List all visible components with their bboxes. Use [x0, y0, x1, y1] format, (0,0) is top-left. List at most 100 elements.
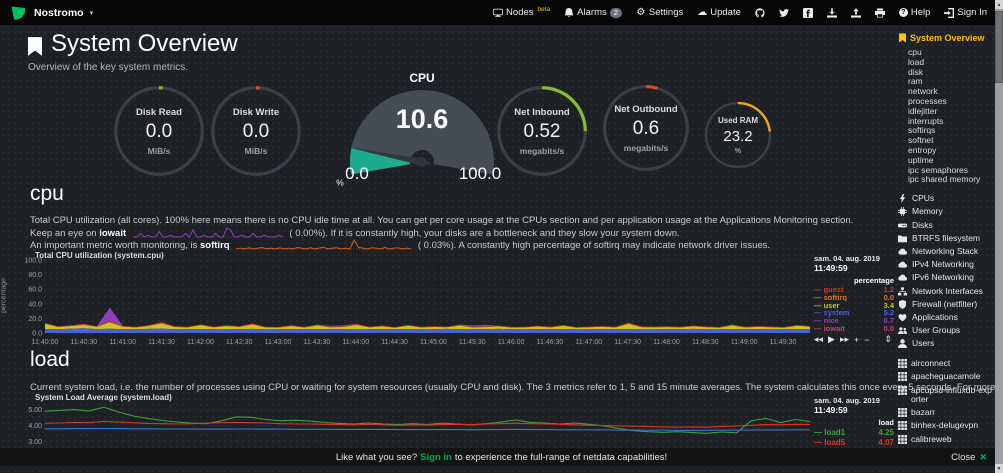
legend-row-system[interactable]: — system 5.2 [814, 308, 894, 318]
export-button[interactable] [850, 7, 861, 18]
sidebar-item-ipc-shared-memory[interactable]: ipc shared memory [908, 174, 981, 185]
x-axis-tick: 11:47:00 [575, 339, 602, 346]
th-grid-icon [898, 385, 907, 395]
cpu-chart-canvas[interactable]: 0.0 20.0 40.0 60.0 80.0 100.0 11:40:00 11:40:30… [0, 256, 812, 348]
download-icon [826, 7, 837, 18]
page-title-text: System Overview [51, 30, 238, 57]
legend-row-load5[interactable]: — load5 4.07 [814, 437, 894, 447]
play-icon[interactable]: ▶ [828, 334, 835, 344]
netdata-logo[interactable] [10, 5, 28, 21]
y-axis-tick: 60.0 [28, 287, 42, 294]
sidebar-item-entropy[interactable]: entropy [908, 144, 937, 155]
cpu-softirq-line: An important metric worth monitoring, is… [30, 238, 771, 251]
sidebar-item-ipv6-networking[interactable]: IPv6 Networking [893, 271, 993, 284]
github-button[interactable] [755, 7, 765, 18]
net-outbound-gauge[interactable]: Net Outbound 0.6 megabits/s [602, 84, 690, 172]
sidebar-item-bazarr[interactable]: bazarr [893, 406, 993, 419]
legend-time: 11:49:59 [814, 405, 848, 415]
sidebar-item-btrfs-filesystem[interactable]: BTRFS filesystem [893, 232, 993, 245]
sidebar-item-cpus[interactable]: CPUs [893, 192, 993, 205]
node-name[interactable]: Nostromo [34, 6, 84, 19]
footer-signin-link[interactable]: Sign in [420, 451, 452, 463]
disk-read-gauge[interactable]: Disk Read 0.0 MiB/s [113, 85, 205, 177]
close-button[interactable]: Close ✕ [951, 451, 987, 463]
sidebar-item-user-groups[interactable]: User Groups [893, 324, 993, 337]
sidebar-item-disk[interactable]: disk [908, 66, 924, 77]
scroll-down-button[interactable]: ▼ [995, 464, 1003, 473]
sidebar-item-softirqs[interactable]: softirqs [908, 125, 936, 136]
legend-units-header: percentage [853, 276, 894, 285]
y-axis-tick: 20.0 [28, 316, 42, 323]
softirq-sparkline[interactable] [236, 238, 412, 250]
settings-button[interactable]: ⚙ Settings [636, 7, 683, 18]
monitor-icon [493, 8, 504, 18]
users-icon [898, 326, 907, 335]
sidebar-item-apacheguacamole[interactable]: apacheguacamole [893, 370, 993, 383]
sidebar-item-memory[interactable]: Memory [893, 205, 993, 218]
page-scrollbar[interactable]: ▲ ▼ [995, 0, 1003, 473]
sidebar-item-interrupts[interactable]: interrupts [908, 115, 944, 126]
sidebar-item-processes[interactable]: processes [908, 95, 947, 106]
sidebar-item-calibreweb[interactable]: calibreweb [893, 432, 993, 445]
sidebar-item-uptime[interactable]: uptime [908, 154, 934, 165]
nodes-button[interactable]: Nodes beta [493, 6, 550, 18]
legend-row-iowait[interactable]: — iowait 0.0 [814, 323, 894, 333]
x-axis-tick: 11:44:00 [342, 339, 369, 346]
sidebar-item-applications[interactable]: Applications [893, 311, 993, 324]
twitter-button[interactable] [778, 8, 789, 18]
legend-row-load1[interactable]: — load1 4.25 [814, 428, 894, 437]
facebook-button[interactable] [802, 7, 813, 18]
sidebar-item-firewall-netfilter[interactable]: Firewall (netfilter) [893, 298, 993, 311]
print-button[interactable] [874, 7, 885, 18]
net-inbound-gauge[interactable]: Net Inbound 0.52 megabits/s [496, 85, 588, 177]
sidebar-item-apcupsd-influxdb-exporter[interactable]: apcupsd-influxdb-exporter [893, 383, 993, 405]
legend-row-guest[interactable]: — guest 1.2 [814, 285, 894, 294]
sidebar-item-users[interactable]: Users [893, 337, 993, 350]
sidebar-item-cpu[interactable]: cpu [908, 47, 922, 57]
alarms-button[interactable]: Alarms 2 [564, 7, 622, 18]
gauge-value: 0.0 [242, 120, 270, 142]
github-icon [755, 7, 765, 18]
sidebar-item-softnet[interactable]: softnet [908, 135, 934, 146]
sidebar-item-ram[interactable]: ram [908, 76, 923, 87]
fast-forward-icon[interactable]: ▸▸ [839, 334, 850, 344]
cpu-gauge[interactable]: CPU 10.6 0.0 100.0% [325, 71, 520, 188]
legend-units-header: load [878, 418, 894, 427]
rewind-icon[interactable]: ◂◂ [814, 334, 824, 344]
scrollbar-thumb[interactable] [995, 11, 1003, 83]
signin-button[interactable]: Sign In [944, 7, 987, 18]
chevron-down-icon[interactable]: ▾ [89, 9, 94, 17]
update-button[interactable]: ☁ Update [697, 7, 741, 18]
zoom-out-icon[interactable]: − [864, 334, 870, 345]
sidebar-item-load[interactable]: load [908, 56, 925, 67]
import-button[interactable] [826, 7, 837, 18]
sidebar-item-idlejitter[interactable]: idlejitter [908, 105, 938, 116]
scroll-up-button[interactable]: ▲ [995, 0, 1003, 9]
help-button[interactable]: ? Help [898, 7, 930, 18]
sidebar-item-network[interactable]: network [908, 86, 938, 97]
zoom-in-icon[interactable]: + [854, 334, 860, 345]
sidebar-item-binhex-delugevpn[interactable]: binhex-delugevpn [893, 419, 993, 432]
sidebar-item-ipc-semaphores[interactable]: ipc semaphores [908, 164, 969, 175]
heart-icon [898, 313, 907, 322]
sidebar-item-ipv4-networking[interactable]: IPv4 Networking [893, 258, 993, 271]
right-sidebar: System Overview cpu load disk ram network pro… [893, 25, 993, 456]
disk-write-gauge[interactable]: Disk Write 0.0 MiB/s [210, 85, 302, 177]
legend-row-softirq[interactable]: — softirq 0.0 [814, 292, 894, 302]
sidebar-item-system-overview[interactable]: System Overview [893, 33, 993, 43]
signin-icon [944, 7, 955, 18]
x-axis-tick: 11:47:30 [614, 339, 641, 346]
load-chart-canvas[interactable]: 5.00 4.00 3.00 [0, 400, 812, 448]
resize-handle-icon[interactable]: ⇕ [884, 334, 892, 344]
legend-row-user[interactable]: — user 3.4 [814, 300, 894, 310]
sidebar-item-networking-stack[interactable]: Networking Stack [893, 245, 993, 258]
sidebar-item-airconnect[interactable]: airconnect [893, 357, 993, 370]
sidebar-item-disks[interactable]: Disks [893, 219, 993, 232]
iowait-sparkline[interactable] [132, 227, 283, 238]
legend-row-nice[interactable]: — nice 0.7 [814, 316, 894, 326]
used-ram-gauge[interactable]: Used RAM 23.2 % [704, 101, 772, 169]
sidebar-item-network-interfaces[interactable]: Network Interfaces [893, 285, 993, 298]
gauge-label: Net Outbound [614, 103, 678, 115]
cpu-iowait-line: Keep an eye on iowait ( 0.00%). If it is… [30, 227, 680, 239]
nodes-label: Nodes [506, 7, 534, 18]
